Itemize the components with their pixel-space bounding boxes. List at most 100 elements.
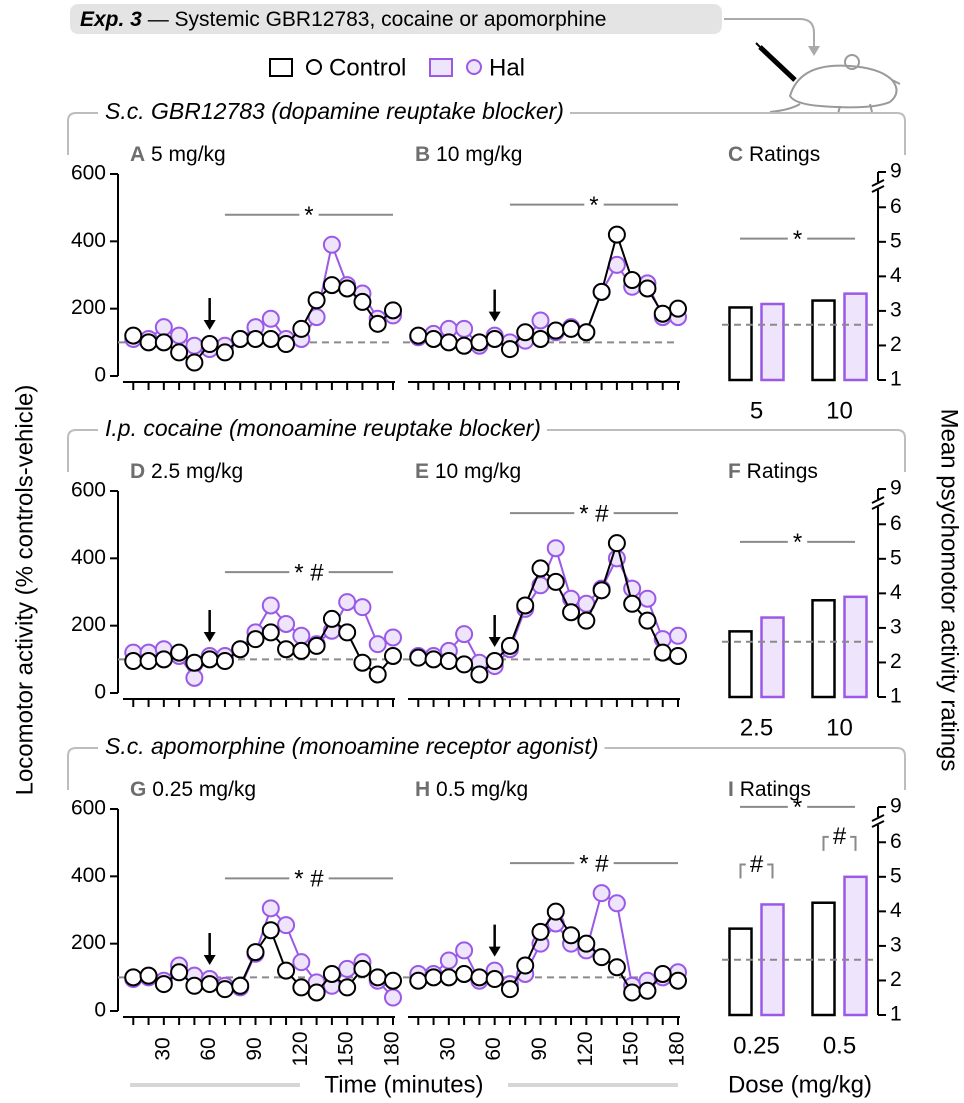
y-tick-label: 3 xyxy=(890,615,902,638)
data-point xyxy=(384,971,402,990)
data-point xyxy=(638,589,657,608)
data-point xyxy=(607,894,626,913)
injection-arrowhead xyxy=(203,631,216,642)
line-panel: * xyxy=(403,192,687,390)
x-tick-label: 10 xyxy=(826,397,853,424)
data-point xyxy=(292,319,311,338)
axis-break xyxy=(871,496,885,510)
y-tick-label: 5 xyxy=(890,546,902,569)
data-point xyxy=(485,652,504,671)
data-point xyxy=(516,323,535,342)
panel-title-text: Ratings xyxy=(749,143,820,166)
data-point xyxy=(439,968,458,987)
panel-title: E 10 mg/kg xyxy=(415,460,521,483)
x-tick-label: 120 xyxy=(574,1031,597,1066)
data-point xyxy=(439,652,458,671)
panel-title: G 0.25 mg/kg xyxy=(130,778,256,801)
data-point xyxy=(592,581,611,600)
syringe-icon xyxy=(755,42,797,82)
pair-significance-label: # xyxy=(833,823,847,850)
data-point xyxy=(470,665,489,684)
bar xyxy=(728,306,753,382)
data-point xyxy=(307,291,326,310)
data-point xyxy=(653,964,672,983)
x-tick-label: 10 xyxy=(826,714,853,741)
data-point xyxy=(577,611,596,630)
line-panel: * # xyxy=(403,501,687,707)
y-tick-label: 9 xyxy=(890,477,902,500)
data-point xyxy=(154,975,173,994)
line-panel: 0 200 400 600 * # xyxy=(71,479,402,707)
data-point xyxy=(531,329,550,348)
data-point xyxy=(384,301,402,320)
data-point xyxy=(546,572,565,591)
data-point xyxy=(485,970,504,989)
data-point xyxy=(592,884,611,903)
significance-label: * xyxy=(589,192,598,219)
significance-label: * xyxy=(304,202,313,229)
data-point xyxy=(154,333,173,352)
data-point xyxy=(170,643,189,662)
y-tick-label: 9 xyxy=(890,160,902,183)
panel-label: E xyxy=(415,460,429,483)
x-tick-label: 90 xyxy=(528,1037,551,1060)
data-point xyxy=(424,650,443,669)
data-point xyxy=(455,319,474,338)
y-tick-label: 5 xyxy=(890,864,902,887)
panel-title-text: 10 mg/kg xyxy=(435,460,521,483)
data-point xyxy=(353,598,372,617)
data-point xyxy=(384,628,402,647)
bar-panel: 1 2 3 4 5 6 9 2.5 10 * xyxy=(722,477,902,741)
y-axis-title: Locomotor activity (% controls-vehicle) xyxy=(11,385,38,796)
data-point xyxy=(455,336,474,355)
data-point xyxy=(368,665,387,684)
y-tick-label: 200 xyxy=(71,296,106,319)
injection-arrowhead xyxy=(488,946,501,957)
legend-marker xyxy=(466,59,482,75)
data-point xyxy=(368,635,387,654)
data-point xyxy=(277,961,296,980)
data-point xyxy=(307,983,326,1002)
data-point xyxy=(338,279,357,298)
data-point xyxy=(292,626,311,645)
data-point xyxy=(424,329,443,348)
legend-swatch xyxy=(429,58,453,77)
panel-label: A xyxy=(130,143,145,166)
y-tick-label: 6 xyxy=(890,512,902,535)
x-axis-title: Time (minutes) xyxy=(324,1071,483,1098)
header-box xyxy=(70,4,722,34)
pair-significance-bracket xyxy=(739,863,774,879)
y-tick-label: 6 xyxy=(890,830,902,853)
x-tick-label: 30 xyxy=(436,1037,459,1060)
injection-arrowhead xyxy=(203,955,216,966)
y-tick-label: 4 xyxy=(890,264,902,287)
data-point xyxy=(124,326,143,345)
mouse-icon xyxy=(769,54,901,115)
line-panel: 30 60 90 120 150 180 * # xyxy=(403,851,689,1067)
data-point xyxy=(669,646,687,665)
section-title: S.c. apomorphine (monoamine receptor ago… xyxy=(105,733,598,759)
panel-title: C Ratings xyxy=(728,143,820,166)
data-point xyxy=(353,959,372,978)
data-point xyxy=(353,653,372,672)
data-point xyxy=(246,630,265,649)
data-point xyxy=(607,225,626,244)
y-tick-label: 600 xyxy=(71,162,106,185)
data-point xyxy=(170,963,189,982)
data-point xyxy=(409,648,428,667)
data-point xyxy=(623,983,642,1002)
y-tick-label: 1 xyxy=(890,685,902,708)
panel-title-text: 2.5 mg/kg xyxy=(151,460,243,483)
panel-title-text: Ratings xyxy=(747,460,818,483)
y-tick-label: 4 xyxy=(890,581,902,604)
data-point xyxy=(516,956,535,975)
x-tick-label: 2.5 xyxy=(740,714,773,741)
y2-axis-title: Mean psychomotor activity ratings xyxy=(936,409,963,772)
significance-label: * xyxy=(793,226,802,253)
panel-title: I Ratings xyxy=(728,778,811,801)
data-point xyxy=(322,276,341,295)
data-point xyxy=(439,333,458,352)
data-point xyxy=(623,594,642,613)
significance-label: * # xyxy=(579,501,609,528)
y-tick-label: 2 xyxy=(890,650,902,673)
